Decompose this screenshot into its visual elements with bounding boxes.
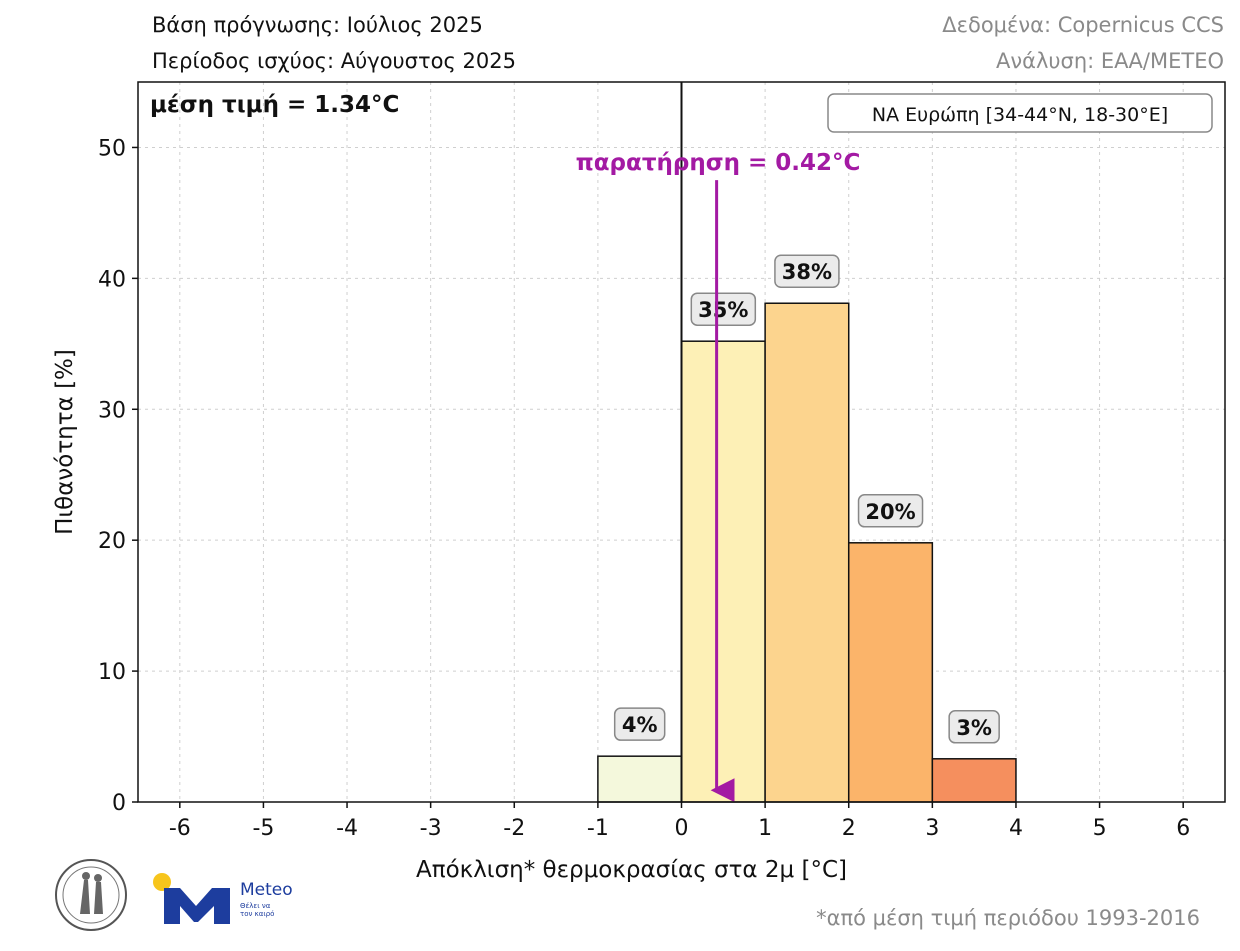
bar-label-box [774,254,840,288]
meteo-logo [153,873,230,924]
bar-label: 20% [865,500,915,524]
x-tick-label: -4 [336,816,358,841]
histogram-bar [931,758,1017,803]
bar-label: 38% [782,260,832,284]
bar-label-box [857,494,924,528]
x-tick-label: 2 [842,816,856,841]
x-tick-label: 1 [758,816,772,841]
y-tick-label: 20 [98,529,126,554]
region-label-box [827,93,1213,133]
x-tick-label: -1 [587,816,609,841]
bar-label: 35% [698,298,748,322]
valid-period-text: Περίοδος ισχύος: Αύγουστος 2025 [152,49,516,73]
region-label: ΝΑ Ευρώπη [34-44°N, 18-30°E] [872,104,1168,126]
y-tick-label: 30 [98,398,126,423]
x-tick-label: 0 [675,816,689,841]
x-tick-label: 3 [925,816,939,841]
data-source-text: Δεδομένα: Copernicus CCS [942,13,1224,37]
x-tick-label: 4 [1009,816,1023,841]
x-tick-label: -3 [420,816,442,841]
footnote: *από μέση τιμή περιόδου 1993-2016 [816,906,1200,930]
y-axis-title: Πιθανότητα [%] [52,349,78,535]
y-tick-label: 40 [98,267,126,292]
meteo-sun-icon [153,873,171,891]
analysis-text: Ανάλυση: ΕΑΑ/ΜΕΤΕΟ [996,49,1224,73]
academy-seal-logo [55,859,127,931]
histogram-bar [680,340,766,803]
meteo-logo-subtitle: Θέλει να τον καιρό [240,902,275,918]
y-tick-label: 50 [98,136,126,161]
histogram-bar [847,542,934,803]
mean-value-label: μέση τιμή = 1.34°C [150,92,399,118]
histogram-bar [597,755,683,803]
bar-label-box [948,710,1000,744]
x-tick-label: -5 [252,816,274,841]
y-tick-label: 10 [98,660,126,685]
x-axis-title: Απόκλιση* θερμοκρασίας στα 2μ [°C] [416,857,847,883]
observation-label: παρατήρηση = 0.42°C [576,150,861,176]
bar-label: 3% [956,716,992,740]
bar-label-box [613,707,666,741]
y-tick-label: 0 [112,791,126,816]
x-tick-label: -2 [503,816,525,841]
bar-label: 4% [622,713,658,737]
meteo-logo-word: Meteo [240,880,293,900]
x-tick-label: 6 [1176,816,1190,841]
histogram-bar [764,302,850,803]
bar-label-box [690,292,757,326]
forecast-base-text: Βάση πρόγνωσης: Ιούλιος 2025 [152,13,483,37]
probability-chart: 4% 35% 38% 20% 3% παρατήρηση = 0.42°C -6 -5 -4 -3… [52,81,1226,883]
x-tick-label: 5 [1093,816,1107,841]
x-tick-label: -6 [169,816,191,841]
